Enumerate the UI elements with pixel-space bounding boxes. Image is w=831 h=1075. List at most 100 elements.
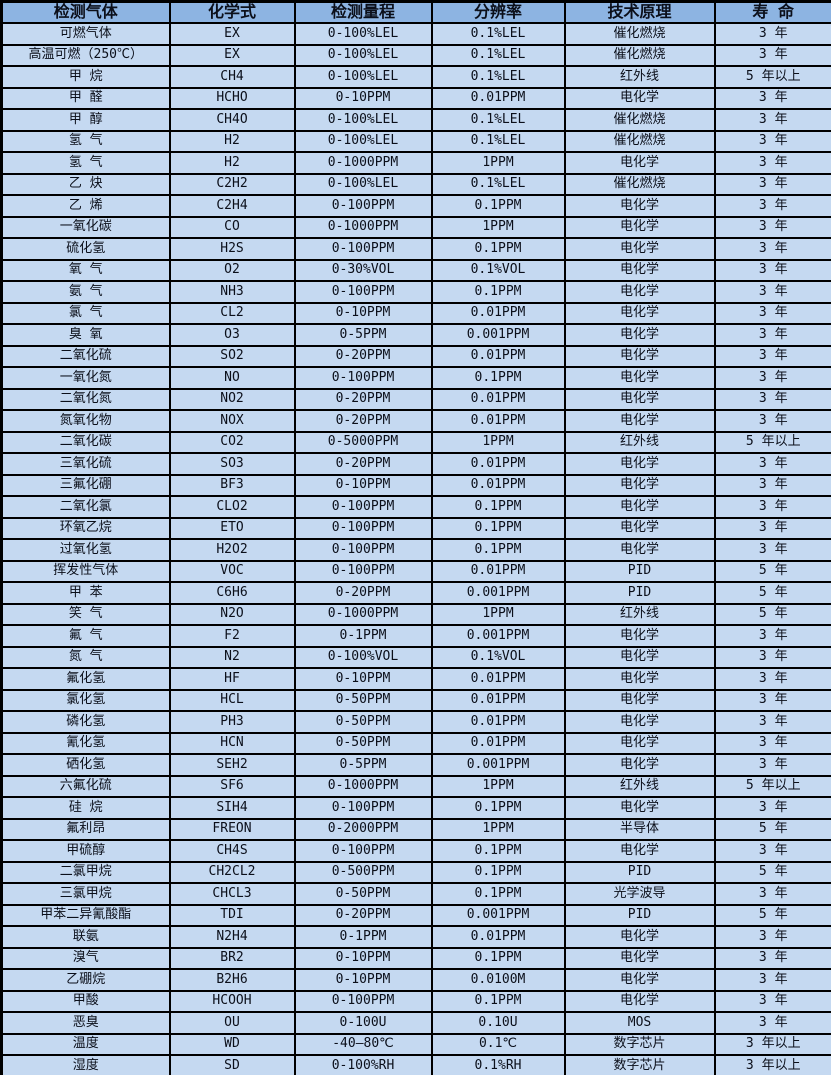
table-row: 氢 气 H2 0-1000PPM 1PPM 电化学 3 年 [0, 151, 831, 175]
cell-gas-name: 可燃气体 [0, 22, 171, 46]
cell-gas-name: 甲酸 [0, 989, 171, 1013]
cell-gas-name: 联氨 [0, 925, 171, 949]
cell-detection-range: 0-1000PPM [293, 602, 433, 626]
cell-gas-name: 甲 醇 [0, 108, 171, 132]
cell-technology-principle: 电化学 [563, 409, 716, 433]
cell-detection-range: -40—80℃ [293, 1032, 433, 1056]
cell-detection-range: 0-50PPM [293, 710, 433, 734]
cell-detection-range: 0-100%LEL [293, 22, 433, 46]
cell-chemical-formula: CL2 [168, 301, 296, 325]
cell-lifespan: 3 年 [713, 495, 831, 519]
cell-detection-range: 0-50PPM [293, 731, 433, 755]
cell-lifespan: 3 年 [713, 344, 831, 368]
table-row: 二氧化硫 SO2 0-20PPM 0.01PPM 电化学 3 年 [0, 344, 831, 368]
cell-detection-range: 0-100PPM [293, 366, 433, 390]
table-row: 二氯甲烷 CH2CL2 0-500PPM 0.1PPM PID 5 年 [0, 860, 831, 884]
cell-detection-range: 0-100PPM [293, 280, 433, 304]
cell-gas-name: 三氯甲烷 [0, 882, 171, 906]
cell-lifespan: 3 年 [713, 172, 831, 196]
cell-detection-range: 0-5000PPM [293, 430, 433, 454]
cell-technology-principle: 电化学 [563, 473, 716, 497]
cell-lifespan: 3 年 [713, 946, 831, 970]
cell-gas-name: 甲苯二异氰酸酯 [0, 903, 171, 927]
cell-resolution: 0.1%LEL [430, 43, 566, 67]
cell-resolution: 0.001PPM [430, 581, 566, 605]
cell-lifespan: 3 年 [713, 968, 831, 992]
cell-lifespan: 3 年 [713, 731, 831, 755]
cell-chemical-formula: EX [168, 43, 296, 67]
cell-gas-name: 环氧乙烷 [0, 516, 171, 540]
cell-gas-name: 过氧化氢 [0, 538, 171, 562]
cell-detection-range: 0-5PPM [293, 323, 433, 347]
cell-gas-name: 挥发性气体 [0, 559, 171, 583]
cell-lifespan: 3 年以上 [713, 1054, 831, 1075]
cell-technology-principle: 电化学 [563, 151, 716, 175]
cell-resolution: 0.1PPM [430, 882, 566, 906]
cell-chemical-formula: HF [168, 667, 296, 691]
cell-detection-range: 0-50PPM [293, 882, 433, 906]
cell-chemical-formula: SO3 [168, 452, 296, 476]
cell-technology-principle: 催化燃烧 [563, 129, 716, 153]
cell-gas-name: 磷化氢 [0, 710, 171, 734]
table-row: 氮氧化物 NOX 0-20PPM 0.01PPM 电化学 3 年 [0, 409, 831, 433]
cell-detection-range: 0-20PPM [293, 387, 433, 411]
cell-resolution: 0.1PPM [430, 495, 566, 519]
table-row: 高温可燃（250℃） EX 0-100%LEL 0.1%LEL 催化燃烧 3 年 [0, 43, 831, 67]
cell-lifespan: 5 年 [713, 817, 831, 841]
column-header: 技术原理 [563, 0, 716, 24]
table-row: 甲 烷 CH4 0-100%LEL 0.1%LEL 红外线 5 年以上 [0, 65, 831, 89]
cell-resolution: 1PPM [430, 215, 566, 239]
cell-gas-name: 甲硫醇 [0, 839, 171, 863]
cell-gas-name: 二氧化氮 [0, 387, 171, 411]
cell-resolution: 0.01PPM [430, 710, 566, 734]
cell-detection-range: 0-10PPM [293, 946, 433, 970]
cell-gas-name: 氟化氢 [0, 667, 171, 691]
table-row: 硒化氢 SEH2 0-5PPM 0.001PPM 电化学 3 年 [0, 753, 831, 777]
cell-detection-range: 0-2000PPM [293, 817, 433, 841]
cell-technology-principle: 电化学 [563, 301, 716, 325]
cell-lifespan: 5 年以上 [713, 430, 831, 454]
cell-lifespan: 3 年 [713, 473, 831, 497]
cell-lifespan: 3 年 [713, 409, 831, 433]
table-row: 氟利昂 FREON 0-2000PPM 1PPM 半导体 5 年 [0, 817, 831, 841]
cell-chemical-formula: B2H6 [168, 968, 296, 992]
cell-lifespan: 3 年 [713, 882, 831, 906]
cell-gas-name: 氟利昂 [0, 817, 171, 841]
cell-detection-range: 0-10PPM [293, 667, 433, 691]
cell-chemical-formula: NO2 [168, 387, 296, 411]
cell-resolution: 1PPM [430, 602, 566, 626]
cell-gas-name: 乙 炔 [0, 172, 171, 196]
cell-gas-name: 氰化氢 [0, 731, 171, 755]
cell-lifespan: 3 年 [713, 839, 831, 863]
cell-lifespan: 3 年 [713, 43, 831, 67]
cell-detection-range: 0-10PPM [293, 473, 433, 497]
cell-chemical-formula: CH4S [168, 839, 296, 863]
cell-detection-range: 0-100PPM [293, 495, 433, 519]
cell-resolution: 0.1PPM [430, 946, 566, 970]
cell-lifespan: 5 年 [713, 903, 831, 927]
cell-resolution: 0.0100M [430, 968, 566, 992]
cell-technology-principle: 电化学 [563, 946, 716, 970]
cell-detection-range: 0-20PPM [293, 903, 433, 927]
header-row: 检测气体 化学式 检测量程 分辨率 技术原理寿 命 [0, 0, 831, 24]
cell-technology-principle: 电化学 [563, 538, 716, 562]
cell-technology-principle: 电化学 [563, 753, 716, 777]
table-row: 二氧化碳 CO2 0-5000PPM 1PPM 红外线 5 年以上 [0, 430, 831, 454]
cell-chemical-formula: HCL [168, 688, 296, 712]
cell-detection-range: 0-100PPM [293, 839, 433, 863]
cell-detection-range: 0-10PPM [293, 301, 433, 325]
cell-resolution: 0.1PPM [430, 860, 566, 884]
cell-lifespan: 3 年 [713, 22, 831, 46]
cell-resolution: 0.1%LEL [430, 108, 566, 132]
table-row: 可燃气体 EX 0-100%LEL 0.1%LEL 催化燃烧 3 年 [0, 22, 831, 46]
cell-technology-principle: 催化燃烧 [563, 172, 716, 196]
table-row: 一氧化碳 CO 0-1000PPM 1PPM 电化学 3 年 [0, 215, 831, 239]
cell-resolution: 0.01PPM [430, 86, 566, 110]
cell-lifespan: 5 年 [713, 602, 831, 626]
cell-technology-principle: 红外线 [563, 774, 716, 798]
cell-technology-principle: 数字芯片 [563, 1032, 716, 1056]
cell-chemical-formula: NH3 [168, 280, 296, 304]
cell-gas-name: 氧 气 [0, 258, 171, 282]
